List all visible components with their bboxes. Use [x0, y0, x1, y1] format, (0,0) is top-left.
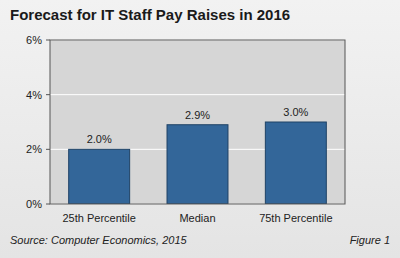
data-label: 2.0% [87, 133, 112, 145]
tick-label: 2% [26, 143, 42, 155]
plot-frame [50, 40, 345, 204]
category-label: 25th Percentile [62, 212, 135, 224]
tick-mark [46, 94, 50, 95]
category-label: 75th Percentile [259, 212, 332, 224]
data-label: 2.9% [185, 109, 210, 121]
plot-area [50, 40, 345, 204]
tick-mark [46, 149, 50, 150]
bar [167, 125, 228, 204]
grid-line [50, 94, 345, 95]
bars [69, 122, 327, 204]
chart: Forecast for IT Staff Pay Raises in 2016… [0, 0, 400, 258]
annotation: Figure 1 [350, 234, 390, 246]
data-label: 3.0% [283, 106, 308, 118]
bar [69, 149, 130, 204]
tick-label: 0% [26, 198, 42, 210]
tick-mark [46, 40, 50, 41]
annotation: Source: Computer Economics, 2015 [10, 234, 188, 246]
tick-mark [46, 204, 50, 205]
bar [265, 122, 326, 204]
title: Forecast for IT Staff Pay Raises in 2016 [10, 6, 290, 23]
tick-label: 4% [26, 89, 42, 101]
background [0, 0, 400, 258]
tick-label: 6% [26, 34, 42, 46]
category-label: Median [179, 212, 215, 224]
